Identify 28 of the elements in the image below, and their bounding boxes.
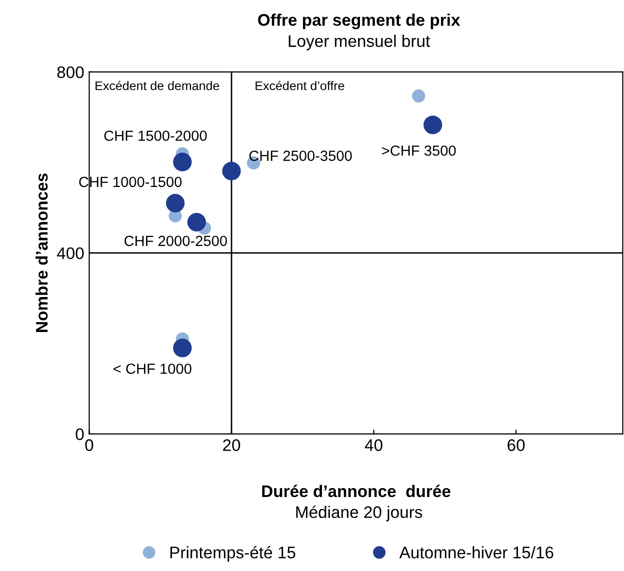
chart-subtitle: Loyer mensuel brut xyxy=(288,34,430,50)
annotation: Excédent de demande xyxy=(96,80,220,90)
y-tick-label: 400 xyxy=(56,247,84,260)
text: Médiane 20 jours xyxy=(296,506,422,522)
annotation: >CHF 3500 xyxy=(382,145,456,156)
x-tick-label: 0 xyxy=(85,439,94,452)
point xyxy=(412,89,426,103)
point xyxy=(173,338,192,358)
legend-label: Automne-hiver 15/16 xyxy=(399,546,554,558)
x-tick-label: 20 xyxy=(223,439,240,452)
annotation: < CHF 1000 xyxy=(114,364,192,374)
chart-title: Offre par segment de prix xyxy=(258,14,460,30)
point xyxy=(187,212,206,232)
y-tick-label: 0 xyxy=(76,428,84,440)
annotation: CHF 2500-3500 xyxy=(249,150,352,161)
point xyxy=(424,116,442,134)
y-tick-label: 800 xyxy=(57,66,84,78)
annotation: CHF 2000-2500 xyxy=(124,236,227,246)
point xyxy=(166,194,185,212)
point xyxy=(173,152,192,172)
annotation: CHF 1500-2000 xyxy=(104,130,207,141)
annotation: Excédent d’offre xyxy=(256,80,344,90)
point xyxy=(222,162,241,180)
y-axis-title: Nombre d’annonces xyxy=(35,174,48,332)
legend-label: Printemps-été 15 xyxy=(170,546,296,562)
x-tick-label: 60 xyxy=(508,439,525,452)
x-axis-title: Durée d’annonce durée xyxy=(262,484,450,498)
x-tick-label: 40 xyxy=(364,439,382,452)
